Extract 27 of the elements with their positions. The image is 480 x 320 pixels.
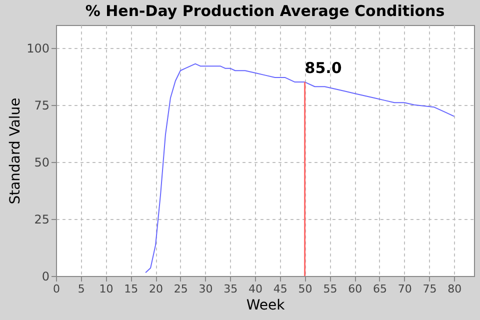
x-tick-label: 60 [348,282,362,296]
y-axis-title: Standard Value [8,98,24,204]
y-tick-label: 0 [42,270,50,284]
x-tick-label: 50 [298,282,312,296]
x-axis-title: Week [246,298,286,314]
x-tick-label: 40 [248,282,263,296]
x-tick-label: 35 [224,282,238,296]
y-tick-label: 25 [34,212,50,226]
x-tick-label: 55 [323,282,338,296]
x-tick-label: 20 [149,282,164,296]
annotation: 85.0 [304,59,342,78]
x-tick-label: 30 [198,282,213,296]
chart-title: % Hen-Day Production Average Conditions [85,2,445,20]
x-tick-label: 5 [78,282,85,296]
y-tick-label: 75 [34,98,50,112]
y-tick-label: 50 [34,155,50,170]
x-tick-label: 70 [398,282,412,296]
line-series [145,63,455,274]
x-tick-label: 15 [124,282,138,296]
x-tick-label: 0 [53,282,60,296]
x-tick-label: 10 [99,282,114,296]
x-tick-label: 75 [422,282,437,296]
y-tick-label: 100 [26,41,50,56]
x-tick-label: 25 [174,282,188,296]
x-tick-label: 80 [448,282,462,296]
x-tick-label: 45 [273,282,288,296]
x-tick-label: 65 [372,282,387,296]
